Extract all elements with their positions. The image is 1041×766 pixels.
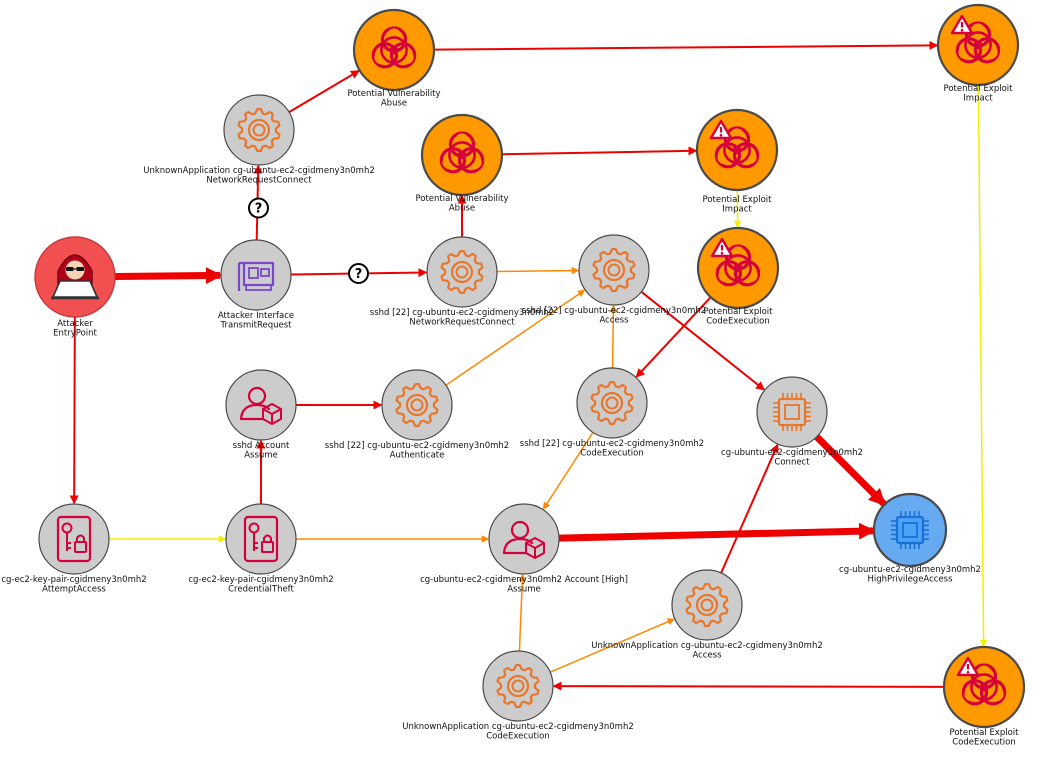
node-label-name: cg-ec2-key-pair-cgidmeny3n0mh2 [1, 575, 146, 585]
question-mark-text: ? [355, 267, 363, 282]
node-label-action: CredentialTheft [228, 585, 294, 595]
node-label-action: CodeExecution [580, 449, 643, 459]
node-label-name: cg-ubuntu-ec2-cgidmeny3n0mh2 [721, 448, 863, 458]
uncertain-marker: ? [249, 198, 268, 217]
node-sshaccess[interactable] [579, 235, 649, 305]
node-label-action: Assume [507, 585, 541, 595]
node-label-action: AttemptAccess [42, 585, 106, 595]
node-label-action: Access [599, 316, 629, 326]
node-pei2[interactable] [697, 110, 777, 190]
node-label-action: Impact [722, 205, 752, 215]
edge-pec2-to-unkexec [554, 686, 944, 687]
edge-attacker-to-kpattempt [74, 317, 75, 503]
node-acctassume[interactable] [489, 504, 559, 574]
node-label-action: NetworkRequestConnect [409, 318, 515, 328]
edge-connect-to-highpriv [817, 437, 884, 504]
edge-sshreq-to-sshaccess [497, 270, 578, 271]
node-circle[interactable] [226, 504, 296, 574]
node-pec2[interactable] [944, 647, 1024, 727]
node-unkreq[interactable] [224, 95, 294, 165]
node-sshreq[interactable] [427, 237, 497, 307]
node-label-name: cg-ubuntu-ec2-cgidmeny3n0mh2 [839, 565, 981, 575]
node-circle[interactable] [577, 368, 647, 438]
node-label-action: Authenticate [390, 451, 445, 461]
edge-acctassume-to-highpriv [559, 531, 873, 538]
node-label-action: Impact [963, 94, 993, 104]
node-kptheft[interactable] [226, 504, 296, 574]
node-label-name: Potential Exploit [944, 84, 1014, 94]
node-circle[interactable] [224, 95, 294, 165]
node-pva2[interactable] [422, 115, 502, 195]
edge-attacker-to-iface [115, 275, 220, 276]
node-label-action: Assume [244, 451, 278, 461]
node-label-name: cg-ec2-key-pair-cgidmeny3n0mh2 [188, 575, 333, 585]
node-circle[interactable] [427, 237, 497, 307]
node-label-name: sshd Account [233, 441, 290, 451]
node-circle[interactable] [39, 504, 109, 574]
node-label-name: UnknownApplication cg-ubuntu-ec2-cgidmen… [402, 722, 634, 732]
node-pec1[interactable] [698, 228, 778, 308]
node-pei1[interactable] [938, 5, 1018, 85]
node-label-action: HighPrivilegeAccess [867, 575, 953, 585]
edge-unkaccess-to-connect [721, 445, 777, 573]
node-sshdacct[interactable] [226, 370, 296, 440]
node-label-action: CodeExecution [706, 317, 769, 327]
node-label-name: sshd [22] cg-ubuntu-ec2-cgidmeny3n0mh2 [520, 439, 704, 449]
node-sshauth[interactable] [382, 370, 452, 440]
node-label-name: Potential Vulnerability [347, 89, 440, 99]
node-label-action: NetworkRequestConnect [206, 176, 312, 186]
uncertain-marker: ? [349, 264, 368, 283]
node-circle[interactable] [579, 235, 649, 305]
node-unkaccess[interactable] [672, 570, 742, 640]
nodes-layer: Potential VulnerabilityAbusePotential Ex… [1, 5, 1024, 748]
node-label-name: Potential Exploit [704, 307, 774, 317]
node-circle[interactable] [382, 370, 452, 440]
node-label-action: Abuse [381, 99, 407, 109]
node-label-name: Potential Exploit [950, 728, 1020, 738]
node-label-name: sshd [22] cg-ubuntu-ec2-cgidmeny3n0mh2 [522, 306, 706, 316]
node-label-action: Connect [774, 458, 810, 468]
edge-pva1-to-pei1 [434, 45, 937, 49]
node-circle[interactable] [672, 570, 742, 640]
node-label-action: EntryPoint [53, 329, 97, 339]
node-sshexec[interactable] [577, 368, 647, 438]
node-label-name: Potential Exploit [703, 195, 773, 205]
node-highpriv[interactable] [874, 494, 946, 566]
node-pva1[interactable] [354, 10, 434, 90]
node-label-name: Potential Vulnerability [415, 194, 508, 204]
node-label-name: Attacker Interface [218, 311, 294, 321]
node-label-action: Abuse [449, 204, 475, 214]
chip-icon [891, 511, 929, 549]
node-circle[interactable] [221, 240, 291, 310]
node-circle[interactable] [757, 377, 827, 447]
node-label-name: cg-ubuntu-ec2-cgidmeny3n0mh2 Account [Hi… [420, 575, 628, 585]
node-kpattempt[interactable] [39, 504, 109, 574]
question-mark-text: ? [255, 202, 263, 217]
node-connect[interactable] [757, 377, 827, 447]
node-unkexec[interactable] [483, 651, 553, 721]
node-label-action: Access [692, 651, 722, 661]
node-label-name: UnknownApplication cg-ubuntu-ec2-cgidmen… [143, 166, 375, 176]
node-label-name: UnknownApplication cg-ubuntu-ec2-cgidmen… [591, 641, 823, 651]
edge-pva2-to-pei2 [502, 151, 696, 155]
node-attacker[interactable] [35, 237, 115, 317]
node-label-action: CodeExecution [486, 732, 549, 742]
node-iface[interactable] [221, 240, 291, 310]
node-circle[interactable] [483, 651, 553, 721]
node-label-action: CodeExecution [952, 738, 1015, 748]
node-label-name: Attacker [57, 319, 93, 329]
node-label-action: TransmitRequest [220, 321, 293, 331]
node-label-name: sshd [22] cg-ubuntu-ec2-cgidmeny3n0mh2 [325, 441, 509, 451]
edge-pei1-to-pec2 [978, 85, 983, 646]
